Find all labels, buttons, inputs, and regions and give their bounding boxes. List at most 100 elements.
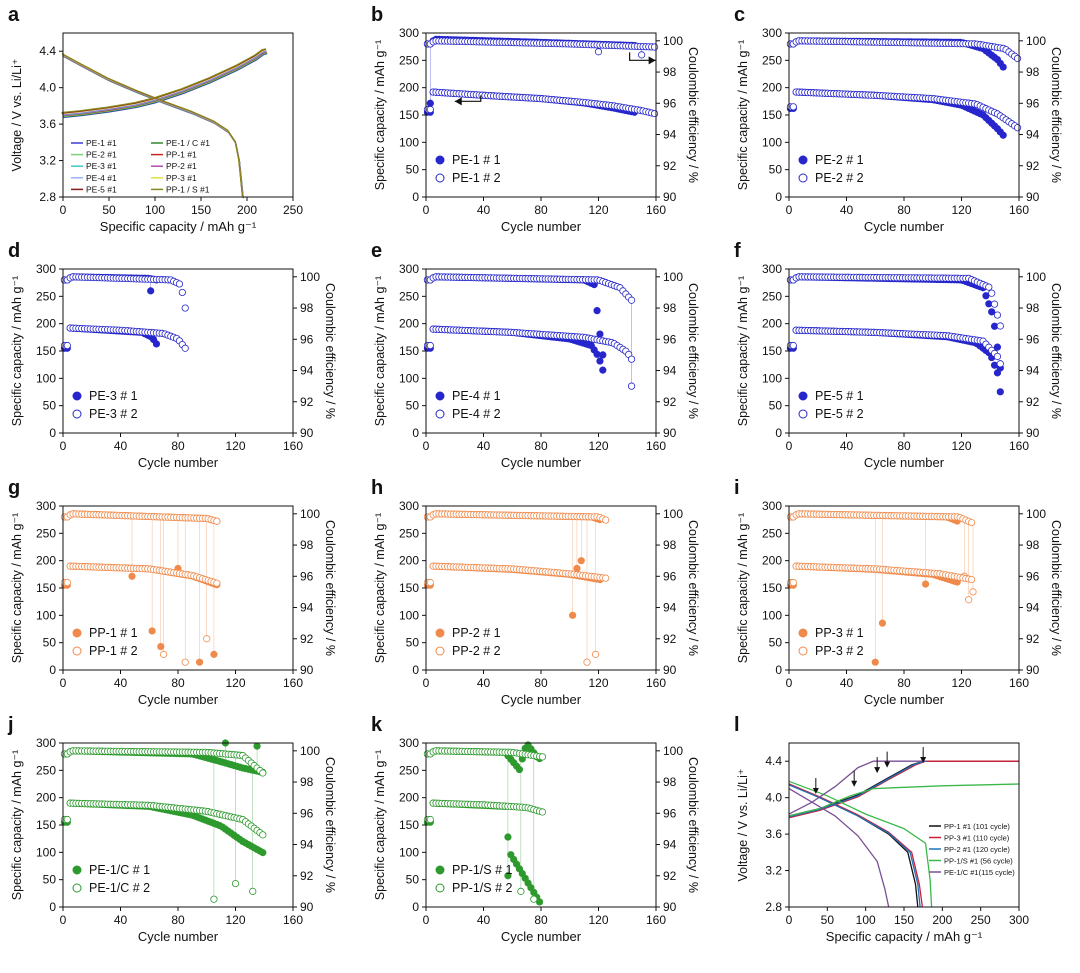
arrow-left [454, 95, 482, 102]
y2-tick-label: 94 [1026, 601, 1040, 615]
charge-curve [61, 49, 267, 115]
legend-label: PP-1 # 1 [89, 626, 138, 640]
y-axis-label: Specific capacity / mAh g⁻¹ [736, 276, 750, 426]
y2-tick-label: 94 [663, 601, 677, 615]
series-pp-1-1 [60, 510, 221, 666]
panel-d: 0 40 80 120 160 0 50 100 150 200 250 300 90 92 94 96 98 1… [10, 262, 337, 470]
y-tick-label: 0 [49, 426, 56, 440]
y-tick-label: 200 [399, 791, 419, 805]
legend-label: PE-5 # 2 [815, 407, 864, 421]
marker-arrow-head [874, 767, 881, 774]
charge-curve [62, 51, 267, 117]
y-tick-label: 200 [762, 81, 782, 95]
x-tick-label: 40 [114, 439, 128, 453]
y2-tick-label: 90 [663, 900, 677, 914]
capacity-point [627, 355, 636, 363]
y-tick-label: 250 [399, 526, 419, 540]
series-pe-5-2 [786, 273, 1004, 368]
ce-point [996, 322, 1004, 330]
y2-tick-label: 98 [300, 538, 314, 552]
arrow-right-head [648, 56, 656, 65]
y2-tick-label: 92 [1026, 632, 1040, 646]
charge-curve [62, 50, 267, 116]
y2-axis-label: Coulombic efficiency / % [323, 520, 337, 656]
x-tick-label: 160 [646, 676, 666, 690]
x-tick-label: 0 [786, 913, 793, 927]
legend-label: PE-4 # 2 [452, 407, 501, 421]
y2-tick-label: 94 [1026, 128, 1040, 142]
arrow-left-head [454, 97, 462, 106]
series-pe-3-1 [60, 273, 161, 352]
y2-tick-label: 100 [300, 270, 320, 284]
y-tick-label: 150 [762, 581, 782, 595]
y2-tick-label: 100 [663, 507, 683, 521]
y2-axis-label: Coulombic efficiency / % [1049, 283, 1063, 419]
y-axis-label: Specific capacity / mAh g⁻¹ [736, 40, 750, 190]
y-tick-label: 200 [762, 554, 782, 568]
legend-label: PP-2 # 1 [452, 626, 501, 640]
y2-tick-label: 98 [663, 301, 677, 315]
series-pe-1-2 [423, 37, 659, 118]
capacity-point [213, 579, 221, 587]
ce-point [993, 343, 1002, 351]
y2-tick-label: 92 [663, 869, 677, 883]
x-tick-label: 40 [840, 439, 854, 453]
x-tick-label: 120 [225, 439, 245, 453]
x-tick-label: 80 [171, 913, 185, 927]
y2-tick-label: 92 [300, 869, 314, 883]
panel-k: 0 40 80 120 160 0 50 100 150 200 250 300 90 92 94 96 98 1… [373, 736, 700, 944]
series-pp-3-2 [786, 510, 977, 604]
capacity-point [993, 352, 1002, 361]
ce-point [988, 289, 996, 297]
panel-h: 0 40 80 120 160 0 50 100 150 200 250 300 90 92 94 96 98 1… [373, 499, 700, 707]
legend-label: PP-1/S # 2 [452, 881, 512, 895]
capacity-point [1013, 124, 1022, 132]
legend-label: PP-3 # 2 [815, 644, 864, 658]
panel-b: 0 40 80 120 160 0 50 100 150 200 250 300 90 92 94 96 98 1… [373, 26, 700, 234]
panel-e: 0 40 80 120 160 0 50 100 150 200 250 300 90 92 94 96 98 1… [373, 262, 700, 470]
x-axis-label: Cycle number [138, 455, 219, 470]
legend-label: PE-4 # 1 [452, 389, 501, 403]
legend-marker [798, 155, 808, 165]
ce-point [650, 43, 659, 51]
y2-tick-label: 100 [1026, 270, 1046, 284]
x-tick-label: 160 [1009, 676, 1029, 690]
x-tick-label: 160 [283, 913, 303, 927]
legend-label: PP-1/S # 1 [452, 863, 512, 877]
y-tick-label: 50 [406, 636, 420, 650]
y-tick-label: 300 [762, 262, 782, 276]
ce-point [259, 769, 267, 777]
ce-drop-point [203, 635, 211, 643]
y-tick-label: 200 [36, 317, 56, 331]
y-tick-label: 2.8 [765, 900, 782, 914]
x-tick-label: 80 [171, 439, 185, 453]
legend-marker [798, 391, 808, 401]
x-tick-label: 40 [840, 676, 854, 690]
capacity-point [426, 578, 434, 587]
ce-drop-point [148, 627, 156, 635]
ce-drop-point [871, 658, 879, 666]
legend-label: PE-4 #1 [86, 173, 117, 183]
y-tick-label: 100 [399, 135, 419, 149]
y-axis-label: Specific capacity / mAh g⁻¹ [373, 40, 387, 190]
y-axis-label: Specific capacity / mAh g⁻¹ [373, 276, 387, 426]
capacity-point [538, 808, 547, 816]
y2-tick-label: 90 [300, 663, 314, 677]
y2-tick-label: 98 [663, 65, 677, 79]
capacity-point [789, 341, 797, 350]
capacity-point [63, 578, 71, 587]
legend-label: PP-1 / S #1 [166, 184, 210, 194]
legend-marker [72, 646, 82, 656]
panel-letter: b [371, 4, 383, 26]
discharge-curve [788, 780, 933, 908]
y-tick-label: 200 [36, 791, 56, 805]
y-tick-label: 300 [399, 262, 419, 276]
y-axis-label: Specific capacity / mAh g⁻¹ [10, 513, 24, 663]
x-tick-label: 160 [646, 439, 666, 453]
legend-label: PE-1/C # 1 [89, 863, 150, 877]
panel-letter: i [734, 477, 740, 499]
y-tick-label: 100 [36, 608, 56, 622]
legend-label: PP-1/S #1 (56 cycle) [944, 857, 1013, 866]
panel-letter: c [734, 4, 745, 26]
ce-point [999, 63, 1007, 71]
